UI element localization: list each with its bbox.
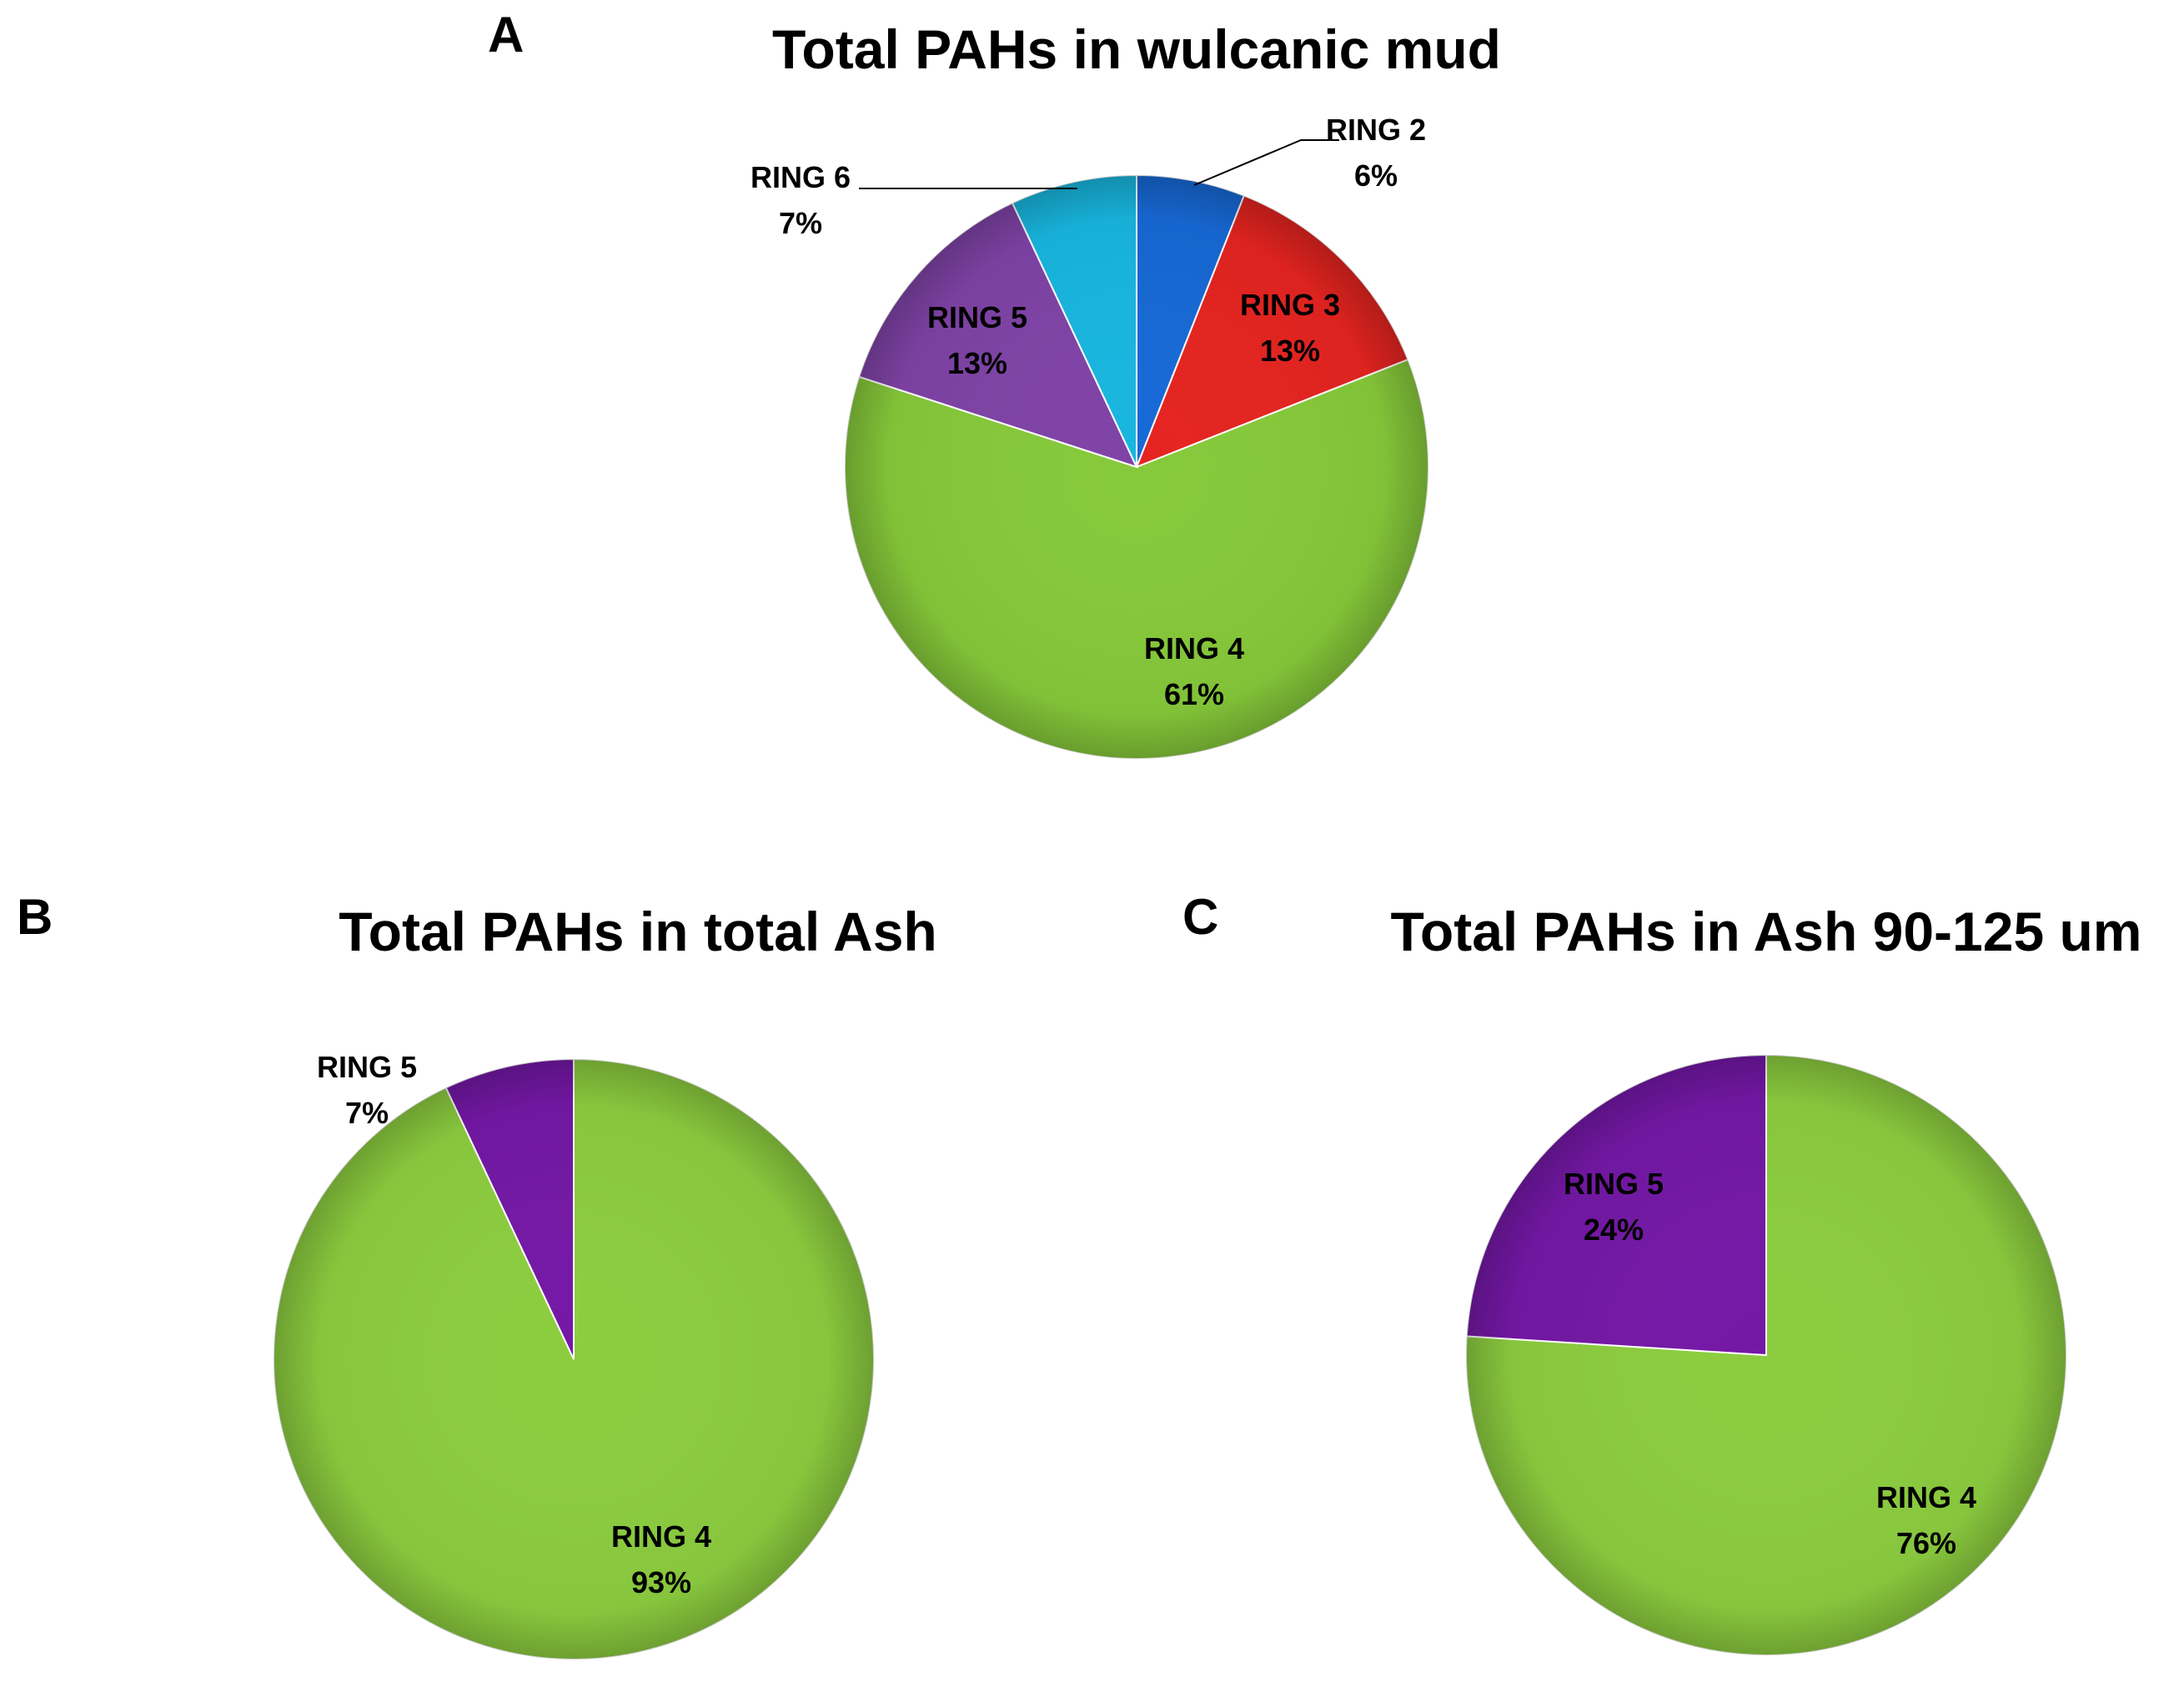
slice-value-ring-6: 7% <box>779 206 822 240</box>
pie-b: RING 4 93% RING 5 7% <box>272 1050 875 1660</box>
slice-label-ring-4: RING 4 <box>1144 631 1244 665</box>
chart-title-a: Total PAHs in wulcanic mud <box>772 18 1501 80</box>
slice-label-ring-5: RING 5 <box>927 300 1027 334</box>
chart-title-c: Total PAHs in Ash 90-125 um <box>1391 901 2142 962</box>
chart-b: B Total PAHs in total Ash RING 493%RING … <box>17 889 937 1660</box>
chart-title-b: Total PAHs in total Ash <box>339 901 936 962</box>
slice-value-ring-3: 13% <box>1260 334 1320 368</box>
slice-value-ring-5: 7% <box>345 1096 389 1130</box>
slice-label-ring-4: RING 4 <box>611 1519 711 1554</box>
slice-value-ring-5: 13% <box>947 346 1007 380</box>
panel-letter-c: C <box>1182 889 1218 945</box>
slice-value-ring-4: 93% <box>631 1565 691 1599</box>
slice-label-ring-6: RING 6 <box>751 160 851 194</box>
pie-a: RING 2 6% RING 3 13% RING 4 61% RING 5 13% RING … <box>751 113 1429 760</box>
pie-c: RING 4 76% RING 5 24% <box>1465 1053 2067 1656</box>
leader-line-ring-2 <box>1193 139 1339 186</box>
pie-slice-ring-5 <box>1465 1053 1767 1357</box>
slice-value-ring-2: 6% <box>1354 158 1398 193</box>
slice-label-ring-2: RING 2 <box>1326 113 1426 147</box>
panel-letter-b: B <box>17 889 53 945</box>
slice-label-ring-5: RING 5 <box>1564 1167 1664 1201</box>
chart-c: C Total PAHs in Ash 90-125 um RING 476%R… <box>1182 889 2142 1656</box>
slice-value-ring-5: 24% <box>1584 1213 1644 1247</box>
slice-value-ring-4: 61% <box>1164 677 1224 711</box>
chart-a: A Total PAHs in wulcanic mud RING 26%RIN… <box>488 7 1501 760</box>
slice-value-ring-4: 76% <box>1896 1526 1956 1560</box>
slice-label-ring-3: RING 3 <box>1240 288 1340 322</box>
panel-letter-a: A <box>488 7 524 63</box>
slice-label-ring-4: RING 4 <box>1876 1480 1976 1514</box>
slice-label-ring-5: RING 5 <box>317 1050 417 1084</box>
